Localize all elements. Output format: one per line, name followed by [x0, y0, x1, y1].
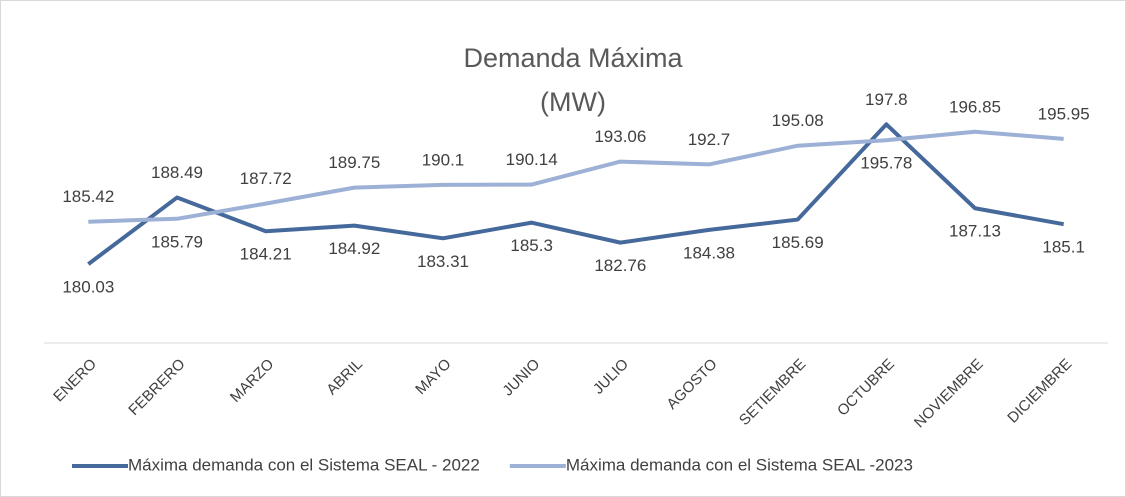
data-label: 195.08: [772, 111, 824, 130]
data-label: 196.85: [949, 97, 1001, 116]
data-label: 193.06: [594, 127, 646, 146]
data-label: 185.3: [510, 236, 553, 255]
data-label: 185.69: [772, 233, 824, 252]
data-label: 185.1: [1042, 238, 1085, 257]
chart-title: Demanda Máxima: [463, 43, 683, 73]
data-label: 187.72: [240, 169, 292, 188]
line-series: [88, 129, 1064, 224]
data-label: 189.75: [328, 153, 380, 172]
data-label: 183.31: [417, 252, 469, 271]
data-label: 185.42: [62, 187, 114, 206]
chart-title: (MW): [540, 87, 606, 117]
data-label: 195.95: [1038, 104, 1090, 123]
legend-label: Máxima demanda con el Sistema SEAL -2023: [566, 455, 913, 474]
data-label: 184.21: [240, 245, 292, 264]
data-label: 185.79: [151, 232, 203, 251]
data-label: 195.78: [860, 154, 912, 173]
data-label: 187.13: [949, 222, 1001, 241]
data-label: 190.14: [506, 150, 558, 169]
data-label: 184.92: [328, 239, 380, 258]
data-label: 180.03: [62, 278, 114, 297]
data-label: 188.49: [151, 163, 203, 182]
data-label: 190.1: [422, 150, 465, 169]
legend-label: Máxima demanda con el Sistema SEAL - 202…: [128, 455, 480, 474]
data-label: 182.76: [594, 256, 646, 275]
data-label: 197.8: [865, 90, 908, 109]
data-label: 184.38: [683, 243, 735, 262]
data-label: 192.7: [688, 130, 731, 149]
